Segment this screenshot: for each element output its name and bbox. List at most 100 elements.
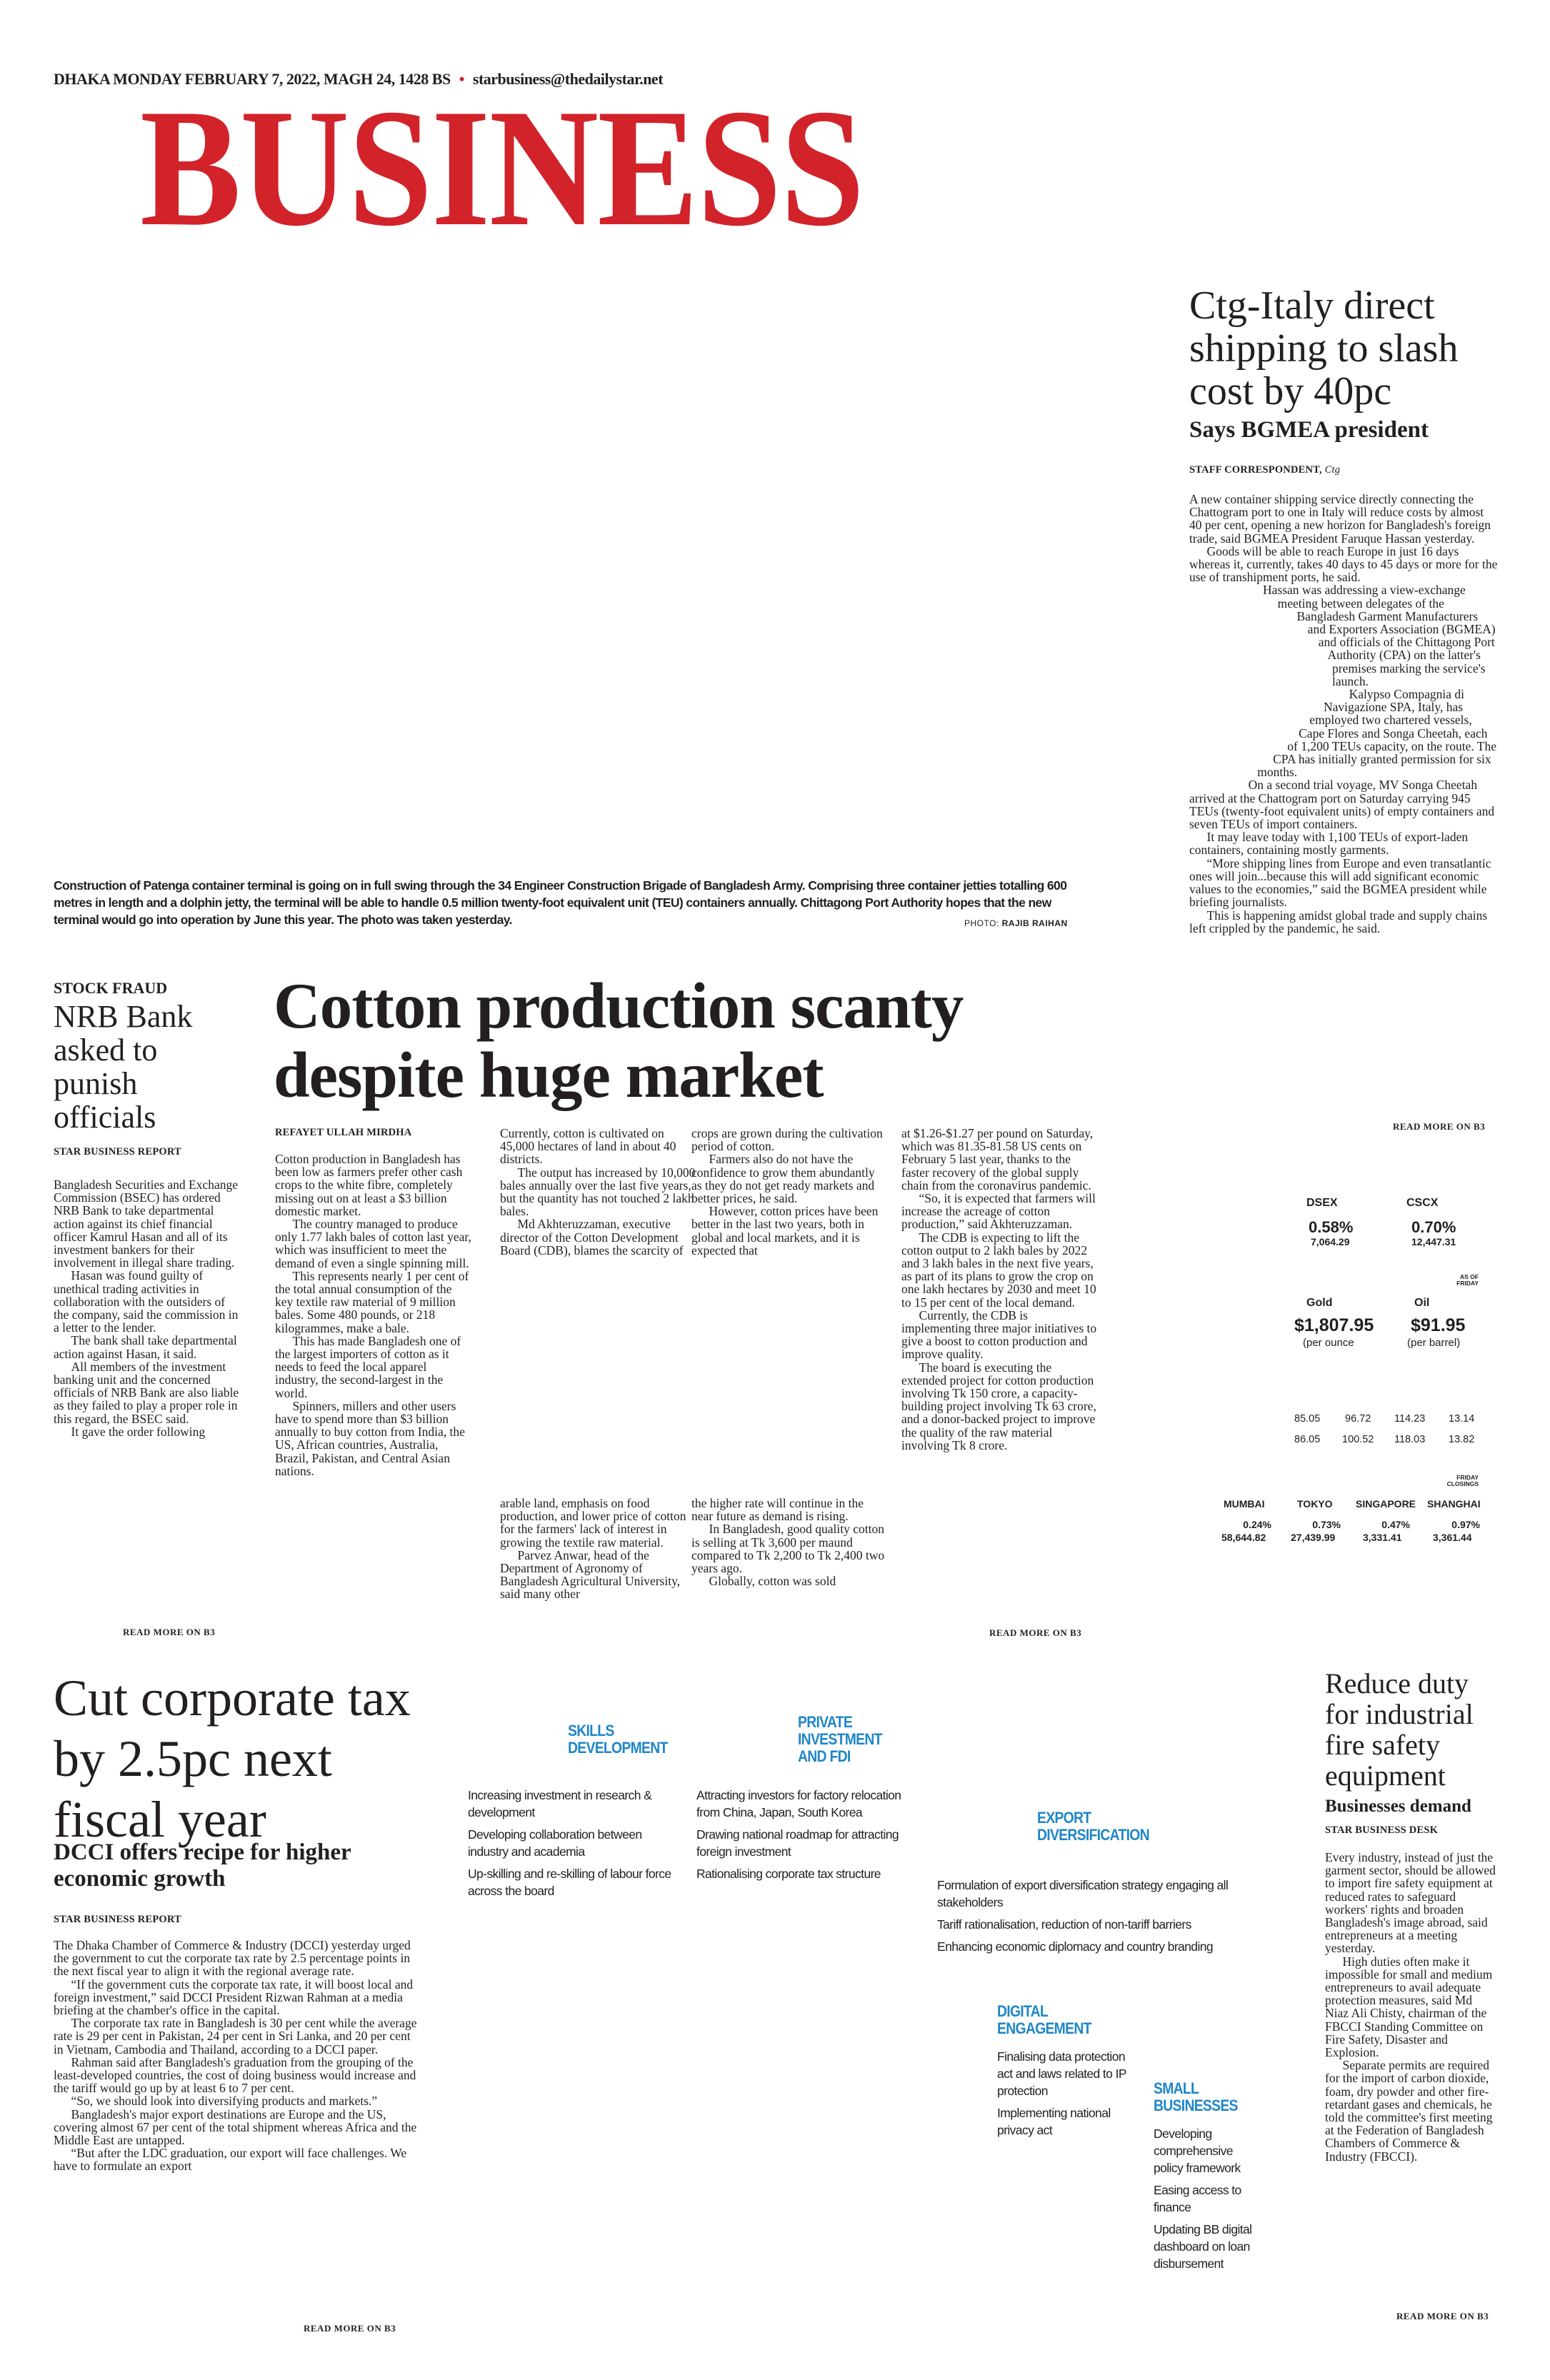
as-of-line: AS OF bbox=[1460, 1273, 1479, 1280]
market-change: 0.47% bbox=[1381, 1519, 1410, 1530]
cotton-column-4: at $1.26-$1.27 per pound on Saturday, wh… bbox=[901, 1127, 1098, 1452]
paragraph: This has made Bangladesh one of the larg… bbox=[275, 1333, 461, 1400]
market-change: 0.73% bbox=[1312, 1519, 1341, 1530]
read-more-link[interactable]: READ MORE ON B3 bbox=[989, 1627, 1082, 1638]
paragraph: Hasan was found guilty of unethical trad… bbox=[54, 1268, 239, 1335]
paragraph: Currently, cotton is cultivated on 45,00… bbox=[500, 1126, 676, 1167]
nrb-headline[interactable]: NRB Bank asked to punish officials bbox=[54, 999, 193, 1135]
market-city: TOKYO bbox=[1297, 1498, 1333, 1510]
paragraph: A new container shipping service directl… bbox=[1189, 492, 1491, 546]
paragraph: Spinners, millers and other users have t… bbox=[275, 1398, 465, 1478]
market-change: 0.97% bbox=[1451, 1519, 1480, 1530]
dsex-value: 7,064.29 bbox=[1311, 1236, 1350, 1247]
market-city: SINGAPORE bbox=[1356, 1498, 1416, 1510]
paragraph: This is happening amidst global trade an… bbox=[1189, 908, 1488, 935]
paragraph: Parvez Anwar, head of the Department of … bbox=[500, 1547, 681, 1602]
rate-cell: 114.23 bbox=[1394, 1413, 1426, 1425]
ig-item: Attracting investors for factory relocat… bbox=[696, 1788, 901, 1819]
ig-list-fdi: Attracting investors for factory relocat… bbox=[696, 1787, 911, 1887]
read-more-link[interactable]: READ MORE ON B3 bbox=[1396, 2311, 1489, 2321]
closings-line: FRIDAY bbox=[1456, 1474, 1479, 1481]
ig-heading-small-business: SMALL BUSINESSES bbox=[1154, 2079, 1238, 2114]
dateline: DHAKA MONDAY FEBRUARY 7, 2022, MAGH 24, … bbox=[54, 70, 664, 89]
email-link[interactable]: starbusiness@thedailystar.net bbox=[472, 70, 664, 88]
gold-unit: (per ounce bbox=[1303, 1337, 1354, 1349]
paragraph: “But after the LDC graduation, our expor… bbox=[54, 2146, 407, 2174]
ctg-headline[interactable]: Ctg-Italy direct shipping to slash cost … bbox=[1189, 283, 1459, 413]
fire-byline: STAR BUSINESS DESK bbox=[1325, 1824, 1439, 1836]
paragraph: It may leave today with 1,100 TEUs of ex… bbox=[1189, 830, 1469, 858]
rate-cell: 13.14 bbox=[1449, 1413, 1475, 1425]
rate-cell: 100.52 bbox=[1342, 1434, 1374, 1445]
cotton-headline[interactable]: Cotton production scanty despite huge ma… bbox=[274, 970, 964, 1111]
ig-item: Increasing investment in research & deve… bbox=[468, 1788, 652, 1819]
market-value: 58,644.82 bbox=[1221, 1532, 1266, 1543]
paragraph: Hassan was addressing a view-exchange me… bbox=[1263, 583, 1496, 688]
ig-item: Updating BB digital dashboard on loan di… bbox=[1154, 2222, 1252, 2271]
ig-item: Enhancing economic diplomacy and country… bbox=[937, 1939, 1214, 1954]
ig-item: Drawing national roadmap for attracting … bbox=[696, 1827, 899, 1859]
gold-price: $1,807.95 bbox=[1294, 1315, 1374, 1335]
ig-item: Finalising data protection act and laws … bbox=[997, 2049, 1126, 2098]
ig-item: Easing access to finance bbox=[1154, 2183, 1241, 2214]
paragraph: The CDB is expecting to lift the cotton … bbox=[901, 1230, 1096, 1310]
photo-credit: PHOTO: RAJIB RAIHAN bbox=[964, 918, 1068, 928]
ig-item: Up-skilling and re-skilling of labour fo… bbox=[468, 1867, 671, 1898]
dcci-headline[interactable]: Cut corporate tax by 2.5pc next fiscal y… bbox=[54, 1669, 411, 1848]
ig-list-export: Formulation of export diversification st… bbox=[937, 1877, 1273, 1960]
paragraph: Bangladesh Securities and Exchange Commi… bbox=[54, 1178, 239, 1270]
paragraph: “More shipping lines from Europe and eve… bbox=[1189, 855, 1491, 910]
ctg-subhead: Says BGMEA president bbox=[1189, 417, 1429, 443]
rate-cell: 86.05 bbox=[1294, 1434, 1321, 1445]
paragraph: Rahman said after Bangladesh's graduatio… bbox=[54, 2054, 416, 2096]
ig-heading-export: EXPORT DIVERSIFICATION bbox=[1037, 1809, 1150, 1844]
paragraph: On a second trial voyage, MV Songa Cheet… bbox=[1189, 778, 1495, 832]
cotton-column-1: Cotton production in Bangladesh has been… bbox=[275, 1153, 471, 1477]
paragraph: “So, it is expected that farmers will in… bbox=[901, 1191, 1096, 1232]
cotton-column-2-bottom: arable land, emphasis on food production… bbox=[500, 1497, 696, 1601]
credit-label: PHOTO: bbox=[964, 918, 999, 928]
fire-headline[interactable]: Reduce duty for industrial fire safety e… bbox=[1325, 1667, 1474, 1792]
paragraph: crops are grown during the cultivation p… bbox=[691, 1126, 883, 1154]
paragraph: at $1.26-$1.27 per pound on Saturday, wh… bbox=[901, 1126, 1094, 1192]
paragraph: It gave the order following bbox=[71, 1424, 206, 1439]
paragraph: “So, we should look into diversifying pr… bbox=[71, 2094, 378, 2109]
ctg-body: A new container shipping service directl… bbox=[1189, 493, 1498, 935]
cscx-label: CSCX bbox=[1406, 1197, 1439, 1209]
paragraph: Separate permits are required for the im… bbox=[1325, 2058, 1493, 2164]
ctg-body-top: A new container shipping service directl… bbox=[1189, 493, 1498, 583]
market-city: MUMBAI bbox=[1224, 1498, 1265, 1510]
cotton-column-3-top: crops are grown during the cultivation p… bbox=[691, 1127, 888, 1257]
rate-cell: 96.72 bbox=[1345, 1413, 1371, 1425]
paragraph: The output has increased by 10,000 bales… bbox=[500, 1165, 696, 1219]
paragraph: Cotton production in Bangladesh has been… bbox=[275, 1152, 463, 1218]
market-value: 3,331.41 bbox=[1363, 1532, 1402, 1543]
ig-item: Rationalising corporate tax structure bbox=[696, 1867, 881, 1881]
paragraph: All members of the investment banking un… bbox=[54, 1359, 239, 1426]
ig-item: Tariff rationalisation, reduction of non… bbox=[937, 1917, 1191, 1932]
as-of-line: FRIDAY bbox=[1456, 1280, 1479, 1287]
paragraph: Md Akhteruzzaman, executive director of … bbox=[500, 1217, 684, 1257]
market-value: 27,439.99 bbox=[1291, 1532, 1336, 1543]
byline-name: STAFF CORRESPONDENT, bbox=[1189, 464, 1322, 476]
cscx-change: 0.70% bbox=[1411, 1218, 1456, 1236]
paragraph: Globally, cotton was sold bbox=[709, 1574, 836, 1589]
read-more-link[interactable]: READ MORE ON B3 bbox=[123, 1627, 216, 1637]
byline-location: Ctg bbox=[1324, 464, 1341, 476]
fire-body: Every industry, instead of just the garm… bbox=[1325, 1851, 1496, 2163]
paragraph: Goods will be able to reach Europe in ju… bbox=[1189, 543, 1498, 585]
oil-unit: (per barrel) bbox=[1407, 1337, 1461, 1349]
ig-item: Developing collaboration between industr… bbox=[468, 1827, 642, 1859]
closings-note: FRIDAY CLOSINGS bbox=[1443, 1475, 1479, 1487]
dsex-label: DSEX bbox=[1306, 1197, 1338, 1209]
read-more-link[interactable]: READ MORE ON B3 bbox=[1393, 1121, 1486, 1132]
paragraph: Farmers also do not have the confidence … bbox=[691, 1152, 875, 1206]
paragraph: Every industry, instead of just the garm… bbox=[1325, 1850, 1496, 1956]
paragraph: arable land, emphasis on food production… bbox=[500, 1496, 686, 1550]
dcci-subhead: DCCI offers recipe for higher economic g… bbox=[54, 1839, 351, 1892]
market-change: 0.24% bbox=[1243, 1519, 1271, 1530]
market-value: 3,361.44 bbox=[1433, 1532, 1472, 1543]
read-more-link[interactable]: READ MORE ON B3 bbox=[304, 2323, 396, 2334]
masthead: BUSINESS bbox=[140, 75, 865, 261]
dcci-byline: STAR BUSINESS REPORT bbox=[54, 1914, 181, 1925]
